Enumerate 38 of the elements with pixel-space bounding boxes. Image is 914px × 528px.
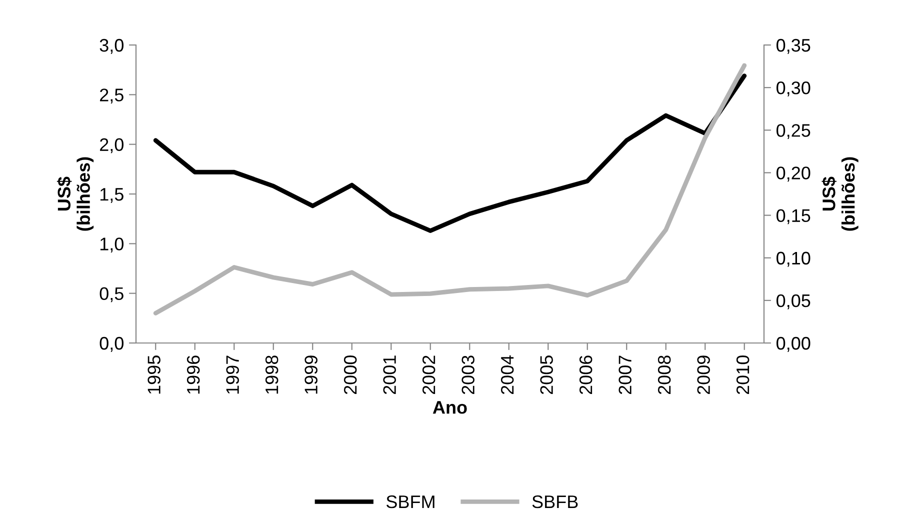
- y-tick-label: 1,0: [100, 238, 124, 253]
- x-tick-label: 2000: [344, 356, 357, 394]
- x-axis-title: Ano: [432, 401, 467, 414]
- y-tick-label: 0,0: [100, 336, 124, 352]
- x-tick-label: 2005: [540, 356, 553, 394]
- y-axis-title: US$ (bilhões): [56, 157, 94, 231]
- x-tick-label: 1995: [148, 356, 160, 394]
- y2-tick-label: 0,30: [776, 82, 810, 96]
- x-tick-label: 1997: [226, 356, 239, 394]
- y2-tick-label: 0,00: [776, 336, 810, 352]
- y2-tick-label: 0,25: [776, 124, 810, 139]
- y2-tick-label: 0,20: [776, 166, 810, 182]
- line-series: [153, 74, 747, 233]
- x-tick-label: 2004: [500, 355, 514, 394]
- x-tick-label: 2010: [736, 356, 750, 394]
- x-tick-label: 1999: [304, 356, 318, 394]
- y2-tick-label: 0,35: [776, 38, 810, 54]
- line-series: [153, 63, 747, 316]
- y2-axis-title: US$ (bilhões): [822, 157, 858, 231]
- y-tick-label: 3,0: [100, 38, 124, 54]
- y-tick-label: 2,0: [100, 138, 124, 154]
- x-tick-label: 2002: [422, 356, 436, 394]
- legend-label: SBFM: [386, 495, 434, 508]
- y-tick-label: 1,5: [100, 188, 124, 203]
- x-tick-label: 2006: [579, 356, 592, 394]
- x-tick-label: 2003: [462, 356, 474, 394]
- y-tick-label: 2,5: [100, 88, 124, 104]
- x-tick-label: 2001: [383, 356, 396, 394]
- y2-tick-label: 0,15: [776, 209, 810, 224]
- x-tick-label: 1998: [265, 356, 278, 394]
- y2-tick-label: 0,05: [776, 294, 810, 310]
- y2-tick-label: 0,10: [776, 252, 810, 267]
- x-tick-label: 2008: [658, 356, 671, 394]
- y-tick-label: 0,5: [100, 287, 124, 302]
- legend-label: SBFB: [532, 495, 578, 508]
- x-tick-label: 2009: [697, 356, 710, 394]
- x-tick-label: 1996: [186, 356, 200, 394]
- x-tick-label: 2007: [618, 356, 632, 394]
